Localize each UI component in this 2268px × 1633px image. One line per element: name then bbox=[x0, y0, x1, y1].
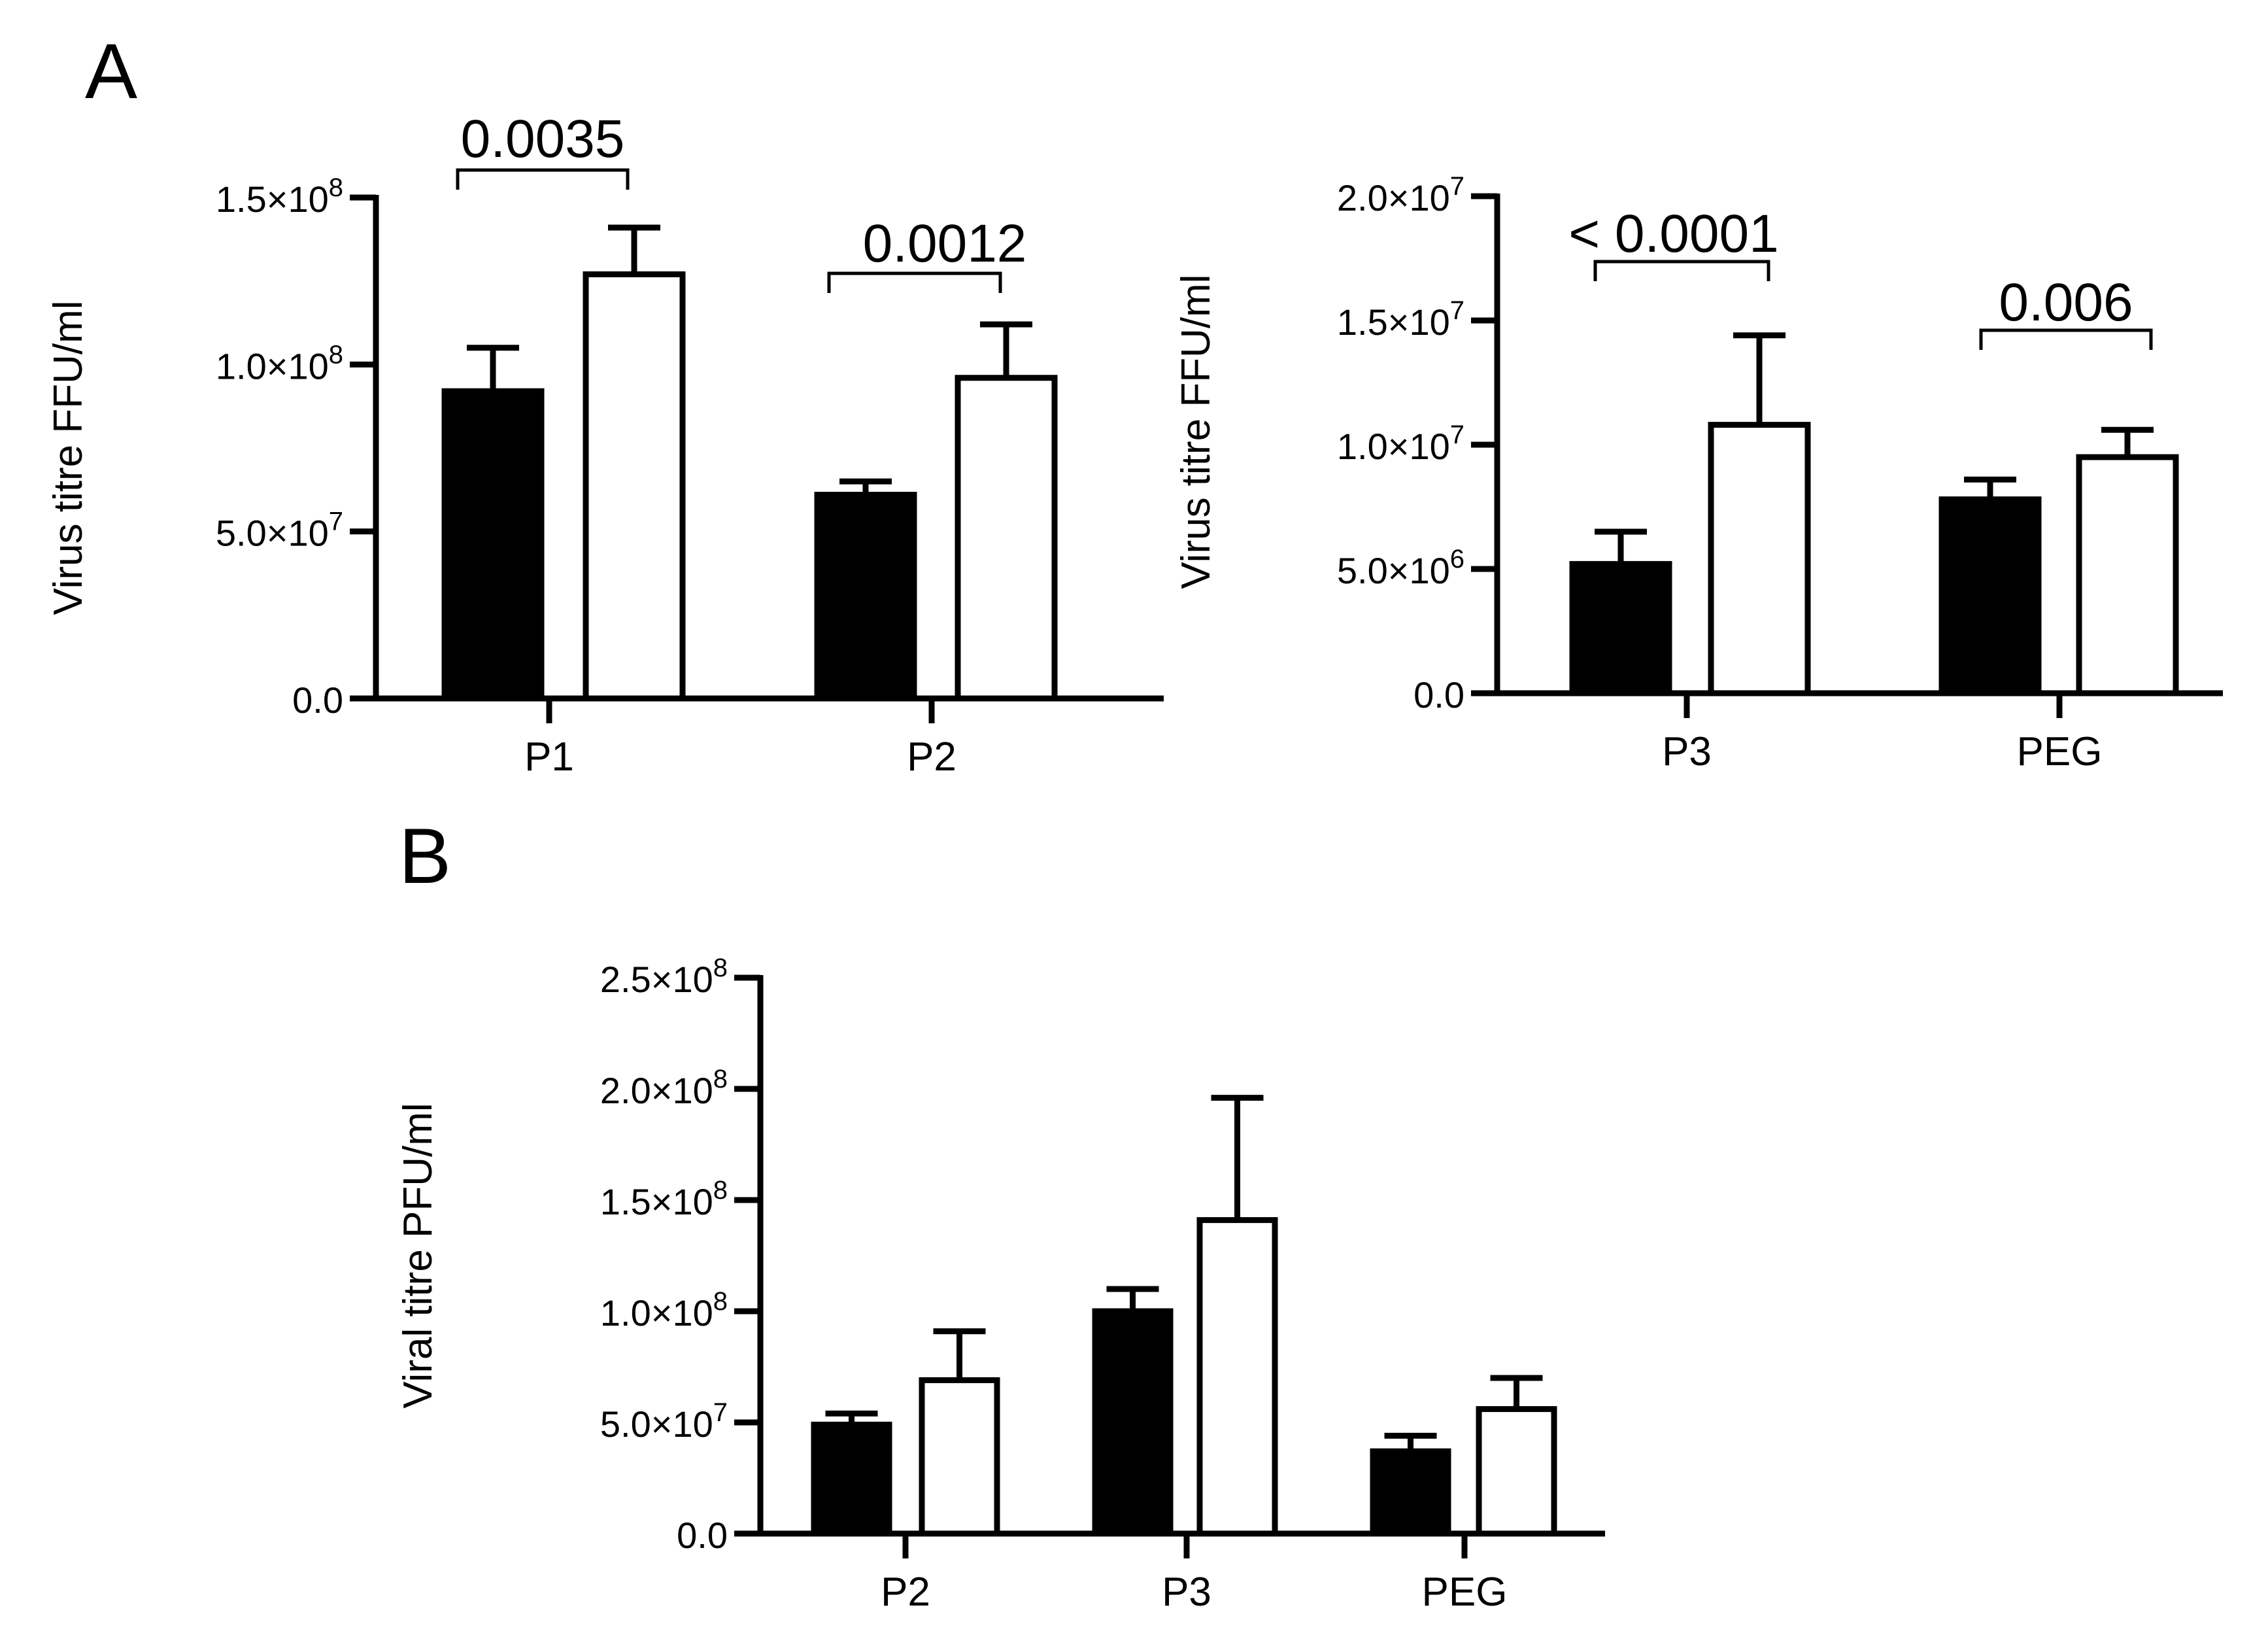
bar-open bbox=[2076, 454, 2179, 696]
x-tick-label: P3 bbox=[1162, 1570, 1211, 1615]
y-tick-label: 1.0×108 bbox=[600, 1287, 728, 1333]
panel-b-letter: B bbox=[399, 812, 451, 900]
y-axis-title: Virus titre FFU/ml bbox=[1174, 274, 1219, 589]
x-tick-label: PEG bbox=[1422, 1570, 1508, 1615]
x-tick-label: P2 bbox=[881, 1570, 930, 1615]
panel-a-letter: A bbox=[85, 27, 137, 115]
significance-bracket bbox=[1979, 328, 2153, 350]
bar-open bbox=[919, 1377, 1000, 1537]
p-value-label: 0.0035 bbox=[461, 109, 625, 169]
bar-open bbox=[583, 271, 686, 702]
y-tick-label: 2.0×108 bbox=[600, 1065, 728, 1111]
y-tick-label: 1.0×108 bbox=[216, 340, 343, 387]
y-tick-label: 1.5×107 bbox=[1337, 296, 1464, 343]
y-tick-label: 1.5×108 bbox=[600, 1176, 728, 1222]
y-axis-title: Viral titre PFU/ml bbox=[396, 1103, 441, 1408]
bar-filled bbox=[441, 388, 545, 702]
bar-filled bbox=[1938, 496, 2042, 696]
y-tick-label: 1.0×107 bbox=[1337, 421, 1464, 467]
significance-bracket bbox=[827, 271, 1002, 293]
y-tick-label: 0.0 bbox=[1413, 674, 1464, 715]
y-tick-label: 0.0 bbox=[677, 1515, 728, 1556]
chart-panel-a-right: 0.0 5.0×106 1.0×107 1.5×107 2.0×107 Virus tit… bbox=[1174, 172, 2223, 774]
bar-filled bbox=[811, 1421, 892, 1537]
y-tick-label: 5.0×106 bbox=[1337, 545, 1464, 591]
bar-filled bbox=[1370, 1448, 1451, 1537]
bar-open bbox=[1196, 1217, 1278, 1537]
y-tick-label: 2.5×108 bbox=[600, 954, 728, 1000]
y-tick-label: 5.0×107 bbox=[216, 507, 343, 554]
x-tick-label: P3 bbox=[1662, 729, 1712, 774]
significance-bracket bbox=[456, 168, 630, 190]
p-value-label: 0.0012 bbox=[863, 214, 1027, 273]
chart-panel-a-left: 0.0 5.0×107 1.0×108 1.5×108 Virus titre FFU/… bbox=[46, 109, 1164, 780]
bar-open bbox=[1476, 1406, 1557, 1537]
bar-open bbox=[955, 375, 1058, 702]
bar-open bbox=[1708, 422, 1811, 696]
bar-filled bbox=[1092, 1308, 1174, 1537]
x-tick-label: P1 bbox=[524, 734, 574, 780]
y-tick-label: 2.0×107 bbox=[1337, 172, 1464, 218]
x-tick-label: PEG bbox=[2017, 729, 2103, 774]
bar-filled bbox=[1569, 560, 1672, 696]
y-tick-label: 0.0 bbox=[292, 679, 343, 721]
significance-bracket bbox=[1593, 260, 1770, 281]
bar-filled bbox=[814, 491, 917, 702]
p-value-label: < 0.0001 bbox=[1568, 204, 1778, 264]
y-tick-label: 1.5×108 bbox=[216, 173, 343, 220]
chart-panel-b: 0.0 5.0×107 1.0×108 1.5×108 2.0×108 2.5×108 Vi… bbox=[396, 954, 1605, 1615]
y-tick-label: 5.0×107 bbox=[600, 1398, 728, 1445]
y-axis-title: Virus titre FFU/ml bbox=[46, 300, 91, 615]
p-value-label: 0.006 bbox=[1999, 273, 2133, 332]
x-tick-label: P2 bbox=[907, 734, 956, 780]
